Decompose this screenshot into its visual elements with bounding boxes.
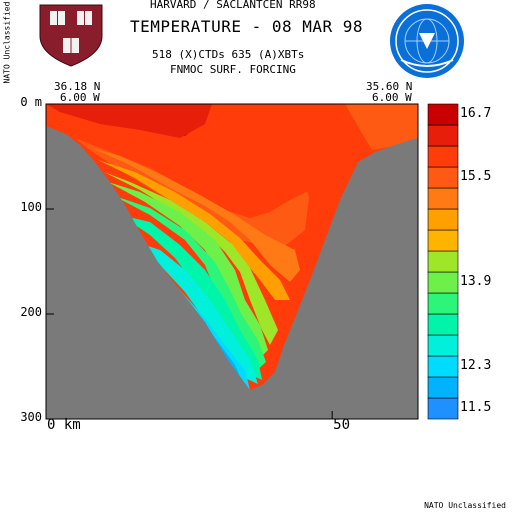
colorbar-swatch bbox=[427, 187, 459, 210]
x-tick-label: 0 km bbox=[47, 417, 81, 433]
y-tick-label: 200 bbox=[20, 305, 42, 319]
colorbar-swatch bbox=[427, 355, 459, 378]
temp-band bbox=[46, 104, 212, 138]
left-endpoint-lon: 6.00 W bbox=[60, 91, 100, 104]
y-tick-label: 300 bbox=[20, 410, 42, 424]
title-line1: HARVARD / SACLANTCEN RR98 bbox=[150, 0, 316, 11]
colorbar-swatch bbox=[427, 103, 459, 126]
colorbar-tick-label: 11.5 bbox=[460, 399, 492, 415]
footer-classification-label: NATO Unclassified bbox=[424, 501, 506, 510]
y-tick-label: 0 m bbox=[20, 95, 42, 109]
right-endpoint-lat: 35.60 N bbox=[366, 80, 413, 93]
colorbar-swatch bbox=[427, 271, 459, 294]
colorbar-swatch bbox=[427, 250, 459, 273]
temp-band bbox=[345, 104, 418, 150]
colorbar bbox=[427, 103, 459, 420]
left-endpoint-lat: 36.18 N bbox=[54, 80, 101, 93]
colorbar-swatch bbox=[427, 334, 459, 357]
colorbar-swatch bbox=[427, 313, 459, 336]
data-count-label: 518 (X)CTDs 635 (A)XBTs bbox=[152, 48, 305, 61]
temp-band bbox=[98, 160, 290, 300]
x-tick-label: 50 bbox=[333, 417, 350, 433]
y-tick-label: 100 bbox=[20, 200, 42, 214]
colorbar-tick-label: 12.3 bbox=[460, 357, 492, 373]
chart-title: TEMPERATURE - 08 MAR 98 bbox=[130, 17, 364, 36]
colorbar-swatch bbox=[427, 145, 459, 168]
x-axis bbox=[45, 411, 333, 419]
y-axis bbox=[46, 103, 54, 420]
colorbar-swatch bbox=[427, 166, 459, 189]
forcing-label: FNMOC SURF. FORCING bbox=[170, 63, 296, 76]
colorbar-swatch bbox=[427, 397, 459, 420]
colorbar-swatch bbox=[427, 376, 459, 399]
colorbar-swatch bbox=[427, 208, 459, 231]
saclantcen-globe-icon bbox=[390, 4, 464, 78]
seafloor-mask bbox=[46, 126, 418, 419]
harvard-shield-icon bbox=[39, 4, 103, 67]
colorbar-tick-label: 13.9 bbox=[460, 273, 492, 289]
plot-area bbox=[45, 103, 419, 420]
colorbar-swatch bbox=[427, 124, 459, 147]
colorbar-tick-label: 15.5 bbox=[460, 168, 492, 184]
colorbar-tick-label: 16.7 bbox=[460, 105, 492, 121]
right-endpoint-lon: 6.00 W bbox=[372, 91, 412, 104]
colorbar-swatch bbox=[427, 292, 459, 315]
temp-band bbox=[92, 148, 300, 282]
colorbar-swatch bbox=[427, 229, 459, 252]
